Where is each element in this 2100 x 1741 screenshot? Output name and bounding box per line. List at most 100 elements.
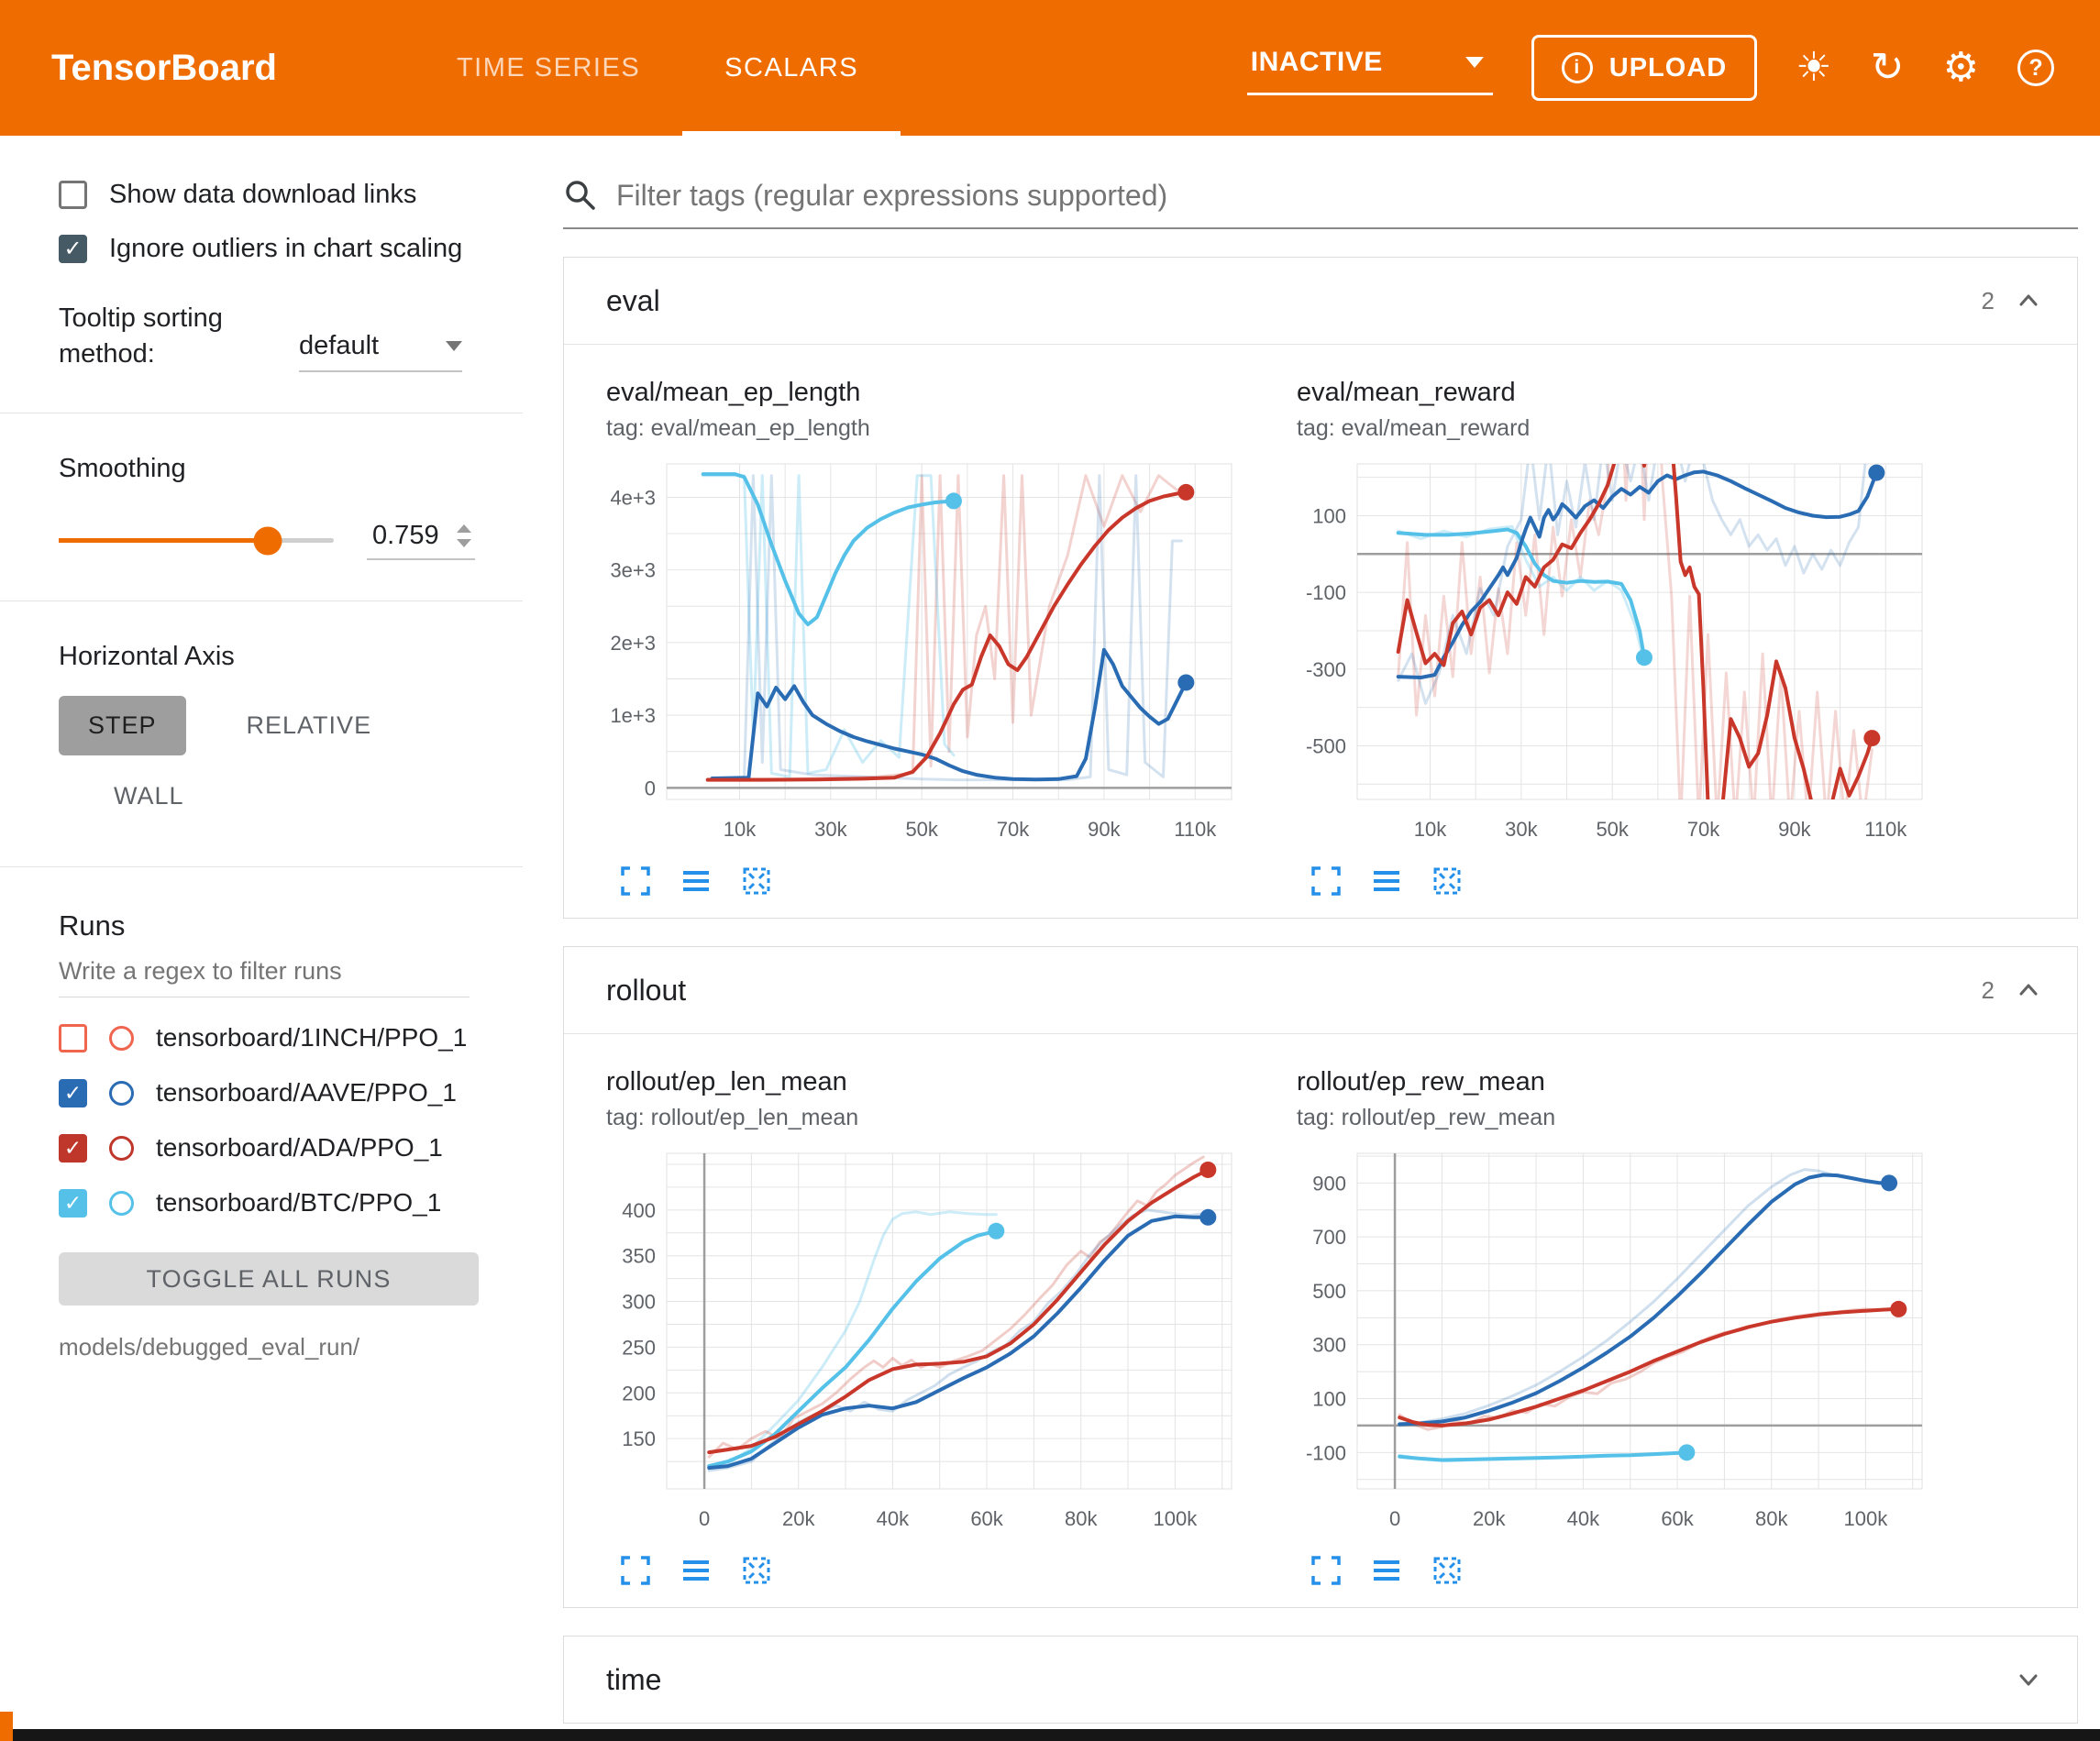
brightness-icon[interactable]: ☀ <box>1796 44 1832 91</box>
tooltip-sorting-select[interactable]: default <box>299 331 462 373</box>
chevron-down-icon <box>1464 56 1484 68</box>
run-checkbox[interactable] <box>59 1023 87 1052</box>
stepper-down-icon[interactable] <box>457 539 471 548</box>
section-card-rollout: rollout 2 rollout/ep_len_mean tag: rollo… <box>563 946 2078 1608</box>
chevron-up-icon[interactable] <box>2015 976 2042 1004</box>
svg-text:80k: 80k <box>1065 1507 1098 1530</box>
toggle-all-runs-button[interactable]: TOGGLE ALL RUNS <box>59 1252 479 1306</box>
run-row-ada[interactable]: ✓ tensorboard/ADA/PPO_1 <box>59 1133 490 1163</box>
fit-to-data-icon[interactable] <box>740 865 773 898</box>
svg-text:300: 300 <box>622 1291 656 1314</box>
chart-tag: tag: rollout/ep_len_mean <box>606 1105 859 1130</box>
data-options-icon[interactable] <box>680 1554 713 1587</box>
run-label: tensorboard/ADA/PPO_1 <box>156 1133 443 1163</box>
header-tabs: TIME SERIES SCALARS <box>414 0 901 136</box>
chart-title: rollout/ep_len_mean <box>606 1067 847 1096</box>
ignore-outliers-row[interactable]: ✓ Ignore outliers in chart scaling <box>59 234 490 264</box>
main-content: eval 2 eval/mean_ep_length tag: eval/mea… <box>523 136 2100 1741</box>
run-checkbox[interactable]: ✓ <box>59 1188 87 1218</box>
data-options-icon[interactable] <box>1370 865 1403 898</box>
smoothing-slider[interactable] <box>59 526 334 556</box>
run-color-ring <box>109 1135 134 1161</box>
run-row-1inch[interactable]: tensorboard/1INCH/PPO_1 <box>59 1023 490 1052</box>
run-checkbox[interactable]: ✓ <box>59 1078 87 1107</box>
chart-title: eval/mean_ep_length <box>606 378 861 407</box>
axis-step-button[interactable]: STEP <box>59 696 186 756</box>
chart-canvas[interactable]: 100 -100 -300 -500 10k 30k 50k 70k 90k 110k <box>1297 449 1945 857</box>
refresh-icon[interactable]: ↻ <box>1870 44 1905 91</box>
section-card-eval: eval 2 eval/mean_ep_length tag: eval/mea… <box>563 257 2078 919</box>
svg-text:4e+3: 4e+3 <box>610 486 656 509</box>
tab-scalars[interactable]: SCALARS <box>682 0 901 136</box>
svg-text:40k: 40k <box>1567 1507 1600 1530</box>
svg-text:100: 100 <box>1312 504 1346 527</box>
svg-text:70k: 70k <box>1687 818 1720 841</box>
smoothing-slider-fill <box>59 538 268 544</box>
section-body-eval: eval/mean_ep_length tag: eval/mean_ep_le… <box>564 344 2077 918</box>
chart-title: rollout/ep_rew_mean <box>1297 1067 1545 1096</box>
fullscreen-icon[interactable] <box>1310 1554 1343 1587</box>
settings-sidebar: Show data download links ✓ Ignore outlie… <box>0 136 523 1741</box>
upload-button[interactable]: i UPLOAD <box>1531 35 1758 101</box>
section-header-eval[interactable]: eval 2 <box>564 258 2077 344</box>
svg-text:500: 500 <box>1312 1280 1346 1303</box>
svg-text:20k: 20k <box>782 1507 815 1530</box>
run-label: tensorboard/BTC/PPO_1 <box>156 1188 442 1218</box>
chevron-down-icon[interactable] <box>2015 1666 2042 1693</box>
section-header-rollout[interactable]: rollout 2 <box>564 947 2077 1033</box>
chart-canvas[interactable]: 0 1e+3 2e+3 3e+3 4e+3 10k 30k 50k 70k 90k 110k <box>606 449 1254 857</box>
tooltip-sorting-row: Tooltip sorting method: default <box>59 301 490 373</box>
svg-text:50k: 50k <box>905 818 938 841</box>
tag-filter-input[interactable] <box>616 178 2078 213</box>
data-options-icon[interactable] <box>680 865 713 898</box>
runs-filter-input[interactable] <box>59 942 470 998</box>
stepper-up-icon[interactable] <box>457 524 471 534</box>
section-title: time <box>606 1662 662 1696</box>
app-title: TensorBoard <box>51 47 277 88</box>
fullscreen-icon[interactable] <box>619 1554 652 1587</box>
fullscreen-icon[interactable] <box>1310 865 1343 898</box>
tab-time-series[interactable]: TIME SERIES <box>456 52 641 83</box>
svg-text:110k: 110k <box>1174 818 1217 841</box>
settings-gear-icon[interactable]: ⚙ <box>1942 44 1979 91</box>
svg-text:0: 0 <box>699 1507 710 1530</box>
header-actions: INACTIVE i UPLOAD ☀ ↻ ⚙ ? <box>1246 0 2100 136</box>
chevron-up-icon[interactable] <box>2015 287 2042 314</box>
axis-relative-button[interactable]: RELATIVE <box>246 711 372 740</box>
fit-to-data-icon[interactable] <box>740 1554 773 1587</box>
smoothing-slider-knob[interactable] <box>253 526 282 556</box>
chevron-down-icon <box>446 341 462 352</box>
data-options-icon[interactable] <box>1370 1554 1403 1587</box>
show-download-links-checkbox[interactable] <box>59 181 87 209</box>
svg-text:10k: 10k <box>724 818 757 841</box>
run-row-btc[interactable]: ✓ tensorboard/BTC/PPO_1 <box>59 1188 490 1218</box>
ignore-outliers-checkbox[interactable]: ✓ <box>59 235 87 263</box>
smoothing-stepper[interactable] <box>457 524 471 548</box>
svg-text:60k: 60k <box>970 1507 1003 1530</box>
show-download-links-row[interactable]: Show data download links <box>59 180 490 210</box>
svg-text:200: 200 <box>622 1382 656 1405</box>
chart-canvas[interactable]: 150 200 250 300 350 400 0 20k 40k 60k 80k 100k <box>606 1139 1254 1547</box>
axis-wall-button[interactable]: WALL <box>114 782 184 810</box>
svg-text:1e+3: 1e+3 <box>610 704 656 727</box>
run-checkbox[interactable]: ✓ <box>59 1133 87 1163</box>
svg-text:0: 0 <box>1389 1507 1400 1530</box>
fit-to-data-icon[interactable] <box>1431 865 1464 898</box>
svg-text:100k: 100k <box>1154 1507 1199 1530</box>
smoothing-value-field[interactable]: 0.759 <box>367 521 475 561</box>
runs-title: Runs <box>59 909 126 942</box>
svg-text:70k: 70k <box>997 818 1030 841</box>
fit-to-data-icon[interactable] <box>1431 1554 1464 1587</box>
chart-tag: tag: eval/mean_ep_length <box>606 415 870 441</box>
section-header-time[interactable]: time <box>564 1636 2077 1723</box>
tooltip-sorting-label: Tooltip sorting method: <box>59 303 223 369</box>
fullscreen-icon[interactable] <box>619 865 652 898</box>
smoothing-label: Smoothing <box>59 454 186 484</box>
chart-eval-mean-reward: eval/mean_reward tag: eval/mean_reward 1… <box>1297 378 1945 898</box>
status-dropdown[interactable]: INACTIVE <box>1246 41 1493 95</box>
chart-canvas[interactable]: -100 100 300 500 700 900 0 20k 40k 60k 80k 100k <box>1297 1139 1945 1547</box>
help-icon[interactable]: ? <box>2017 50 2054 86</box>
svg-text:90k: 90k <box>1088 818 1121 841</box>
svg-text:2e+3: 2e+3 <box>610 632 656 655</box>
run-row-aave[interactable]: ✓ tensorboard/AAVE/PPO_1 <box>59 1078 490 1107</box>
